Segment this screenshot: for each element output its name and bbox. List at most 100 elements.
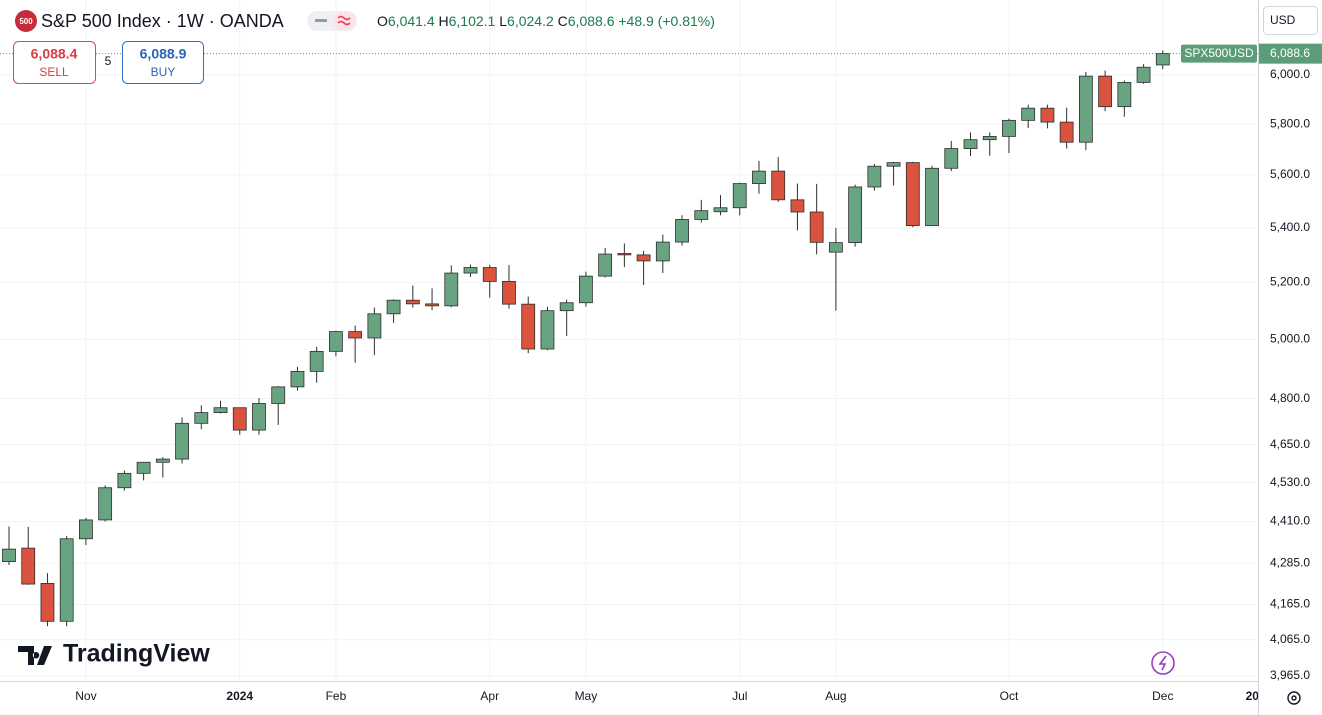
- candle-body: [982, 136, 997, 141]
- sell-button[interactable]: [13, 41, 96, 84]
- candle-body: [1098, 75, 1113, 108]
- settings-icon[interactable]: [1287, 691, 1301, 705]
- candle-body: [828, 242, 843, 253]
- candle-body: [732, 183, 747, 209]
- candle-body: [1059, 121, 1074, 143]
- candle-body: [502, 280, 516, 305]
- candle-body: [155, 458, 170, 463]
- ohlc-key: L: [499, 13, 507, 29]
- candle-body: [425, 303, 439, 307]
- ohlc-value: 6,102.1: [449, 13, 496, 29]
- watermark-text: TradingView: [63, 640, 210, 668]
- candle-body: [482, 267, 497, 282]
- candle-body: [655, 241, 670, 262]
- candle-body: [521, 303, 536, 350]
- watermark: TradingView: [18, 640, 210, 668]
- candle-body: [1021, 107, 1036, 121]
- candle-body: [136, 461, 151, 474]
- candle-body: [2, 548, 16, 562]
- last-price-tag-box: [1259, 43, 1322, 64]
- ohlc-value: 6,041.4: [388, 13, 435, 29]
- header: 500 S&P 500 Index · 1W · OANDA O6,041.4 …: [15, 10, 715, 32]
- replay-icon[interactable]: [1151, 651, 1175, 675]
- candle-body: [694, 210, 709, 220]
- y-tick-label: 4,800.0: [1270, 391, 1310, 405]
- candle-body: [290, 370, 305, 388]
- y-tick-label: 4,530.0: [1270, 475, 1310, 489]
- buy-button[interactable]: [122, 41, 204, 84]
- sell-label: SELL: [39, 65, 69, 79]
- x-tick-label: Dec: [1152, 689, 1173, 703]
- y-axis: 3,965.0 4,065.0 4,165.0 4,285.0 4,410.0 4,530…: [1270, 67, 1310, 682]
- candle-body: [905, 162, 920, 227]
- symbol-tag: SPX500USD: [1184, 46, 1254, 60]
- candle-body: [579, 275, 593, 304]
- candle-body: [540, 310, 555, 350]
- ohlc-key: O: [377, 13, 388, 29]
- candle-body: [1117, 82, 1132, 108]
- y-tick-label: 5,600.0: [1270, 167, 1310, 181]
- candle-body: [309, 350, 324, 372]
- candle-body: [598, 253, 613, 277]
- currency-button[interactable]: [1263, 6, 1318, 35]
- candle-body: [271, 386, 286, 404]
- spread: 5: [105, 54, 112, 68]
- candle-body: [752, 170, 766, 184]
- x-tick-label: Jul: [732, 689, 747, 703]
- y-tick-label: 4,285.0: [1270, 555, 1310, 569]
- price-axis-panel: [1258, 0, 1322, 715]
- buy-price: 6,088.9: [140, 46, 187, 62]
- trade-panel: 6,088.4 SELL 5 6,088.9 BUY: [13, 41, 204, 84]
- candle-body: [444, 272, 459, 307]
- candle-body: [867, 165, 882, 188]
- buy-label: BUY: [151, 65, 176, 79]
- candle-body: [386, 299, 401, 315]
- change: +48.9 (+0.81%): [618, 13, 715, 29]
- y-tick-label: 5,200.0: [1270, 275, 1310, 289]
- candle-body: [790, 199, 805, 213]
- candle-body: [848, 186, 863, 244]
- candle-body: [59, 538, 74, 622]
- candle-body: [463, 267, 478, 274]
- candle-body: [559, 302, 574, 312]
- symbol-tag-box: [1181, 44, 1257, 63]
- x-tick-label: Apr: [480, 689, 499, 703]
- interval: 1W: [177, 11, 204, 31]
- y-tick-label: 4,065.0: [1270, 632, 1310, 646]
- candle-body: [1002, 119, 1016, 137]
- separator: ·: [204, 11, 220, 31]
- sell-price: 6,088.4: [31, 46, 78, 62]
- candle-body: [194, 412, 209, 424]
- exchange: OANDA: [220, 11, 284, 31]
- candle-body: [713, 207, 728, 213]
- y-tick-label: 6,000.0: [1270, 67, 1310, 81]
- candle-body: [79, 519, 93, 540]
- candle-body: [21, 547, 36, 585]
- price-tags: SPX500USD 6,088.6: [1181, 43, 1322, 64]
- ohlc-key: H: [439, 13, 449, 29]
- candle-body: [1040, 107, 1055, 123]
- candle-body: [213, 407, 228, 413]
- y-tick-label: 4,165.0: [1270, 597, 1310, 611]
- x-tick-label: Aug: [825, 689, 846, 703]
- candle-body: [963, 139, 978, 149]
- replay-icon-bolt: [1158, 655, 1167, 671]
- y-tick-label: 5,000.0: [1270, 332, 1310, 346]
- candle-body: [329, 331, 343, 352]
- x-tick-label: Oct: [1000, 689, 1019, 703]
- toggle-icon: [315, 19, 327, 22]
- x-axis: Nov2024FebAprMayJulAugOctDec2025: [75, 689, 1272, 703]
- y-tick-label: 3,965.0: [1270, 668, 1310, 682]
- ohlc-value: 6,024.2: [507, 13, 554, 29]
- y-tick-label: 5,800.0: [1270, 116, 1310, 130]
- candle-body: [98, 487, 113, 521]
- candle-body: [367, 313, 382, 339]
- y-tick-label: 4,650.0: [1270, 437, 1310, 451]
- candle-body: [40, 582, 55, 622]
- x-tick-label: Nov: [75, 689, 96, 703]
- candle-body: [405, 299, 420, 305]
- candle-body: [771, 170, 786, 201]
- x-tick-label: 2024: [226, 689, 253, 703]
